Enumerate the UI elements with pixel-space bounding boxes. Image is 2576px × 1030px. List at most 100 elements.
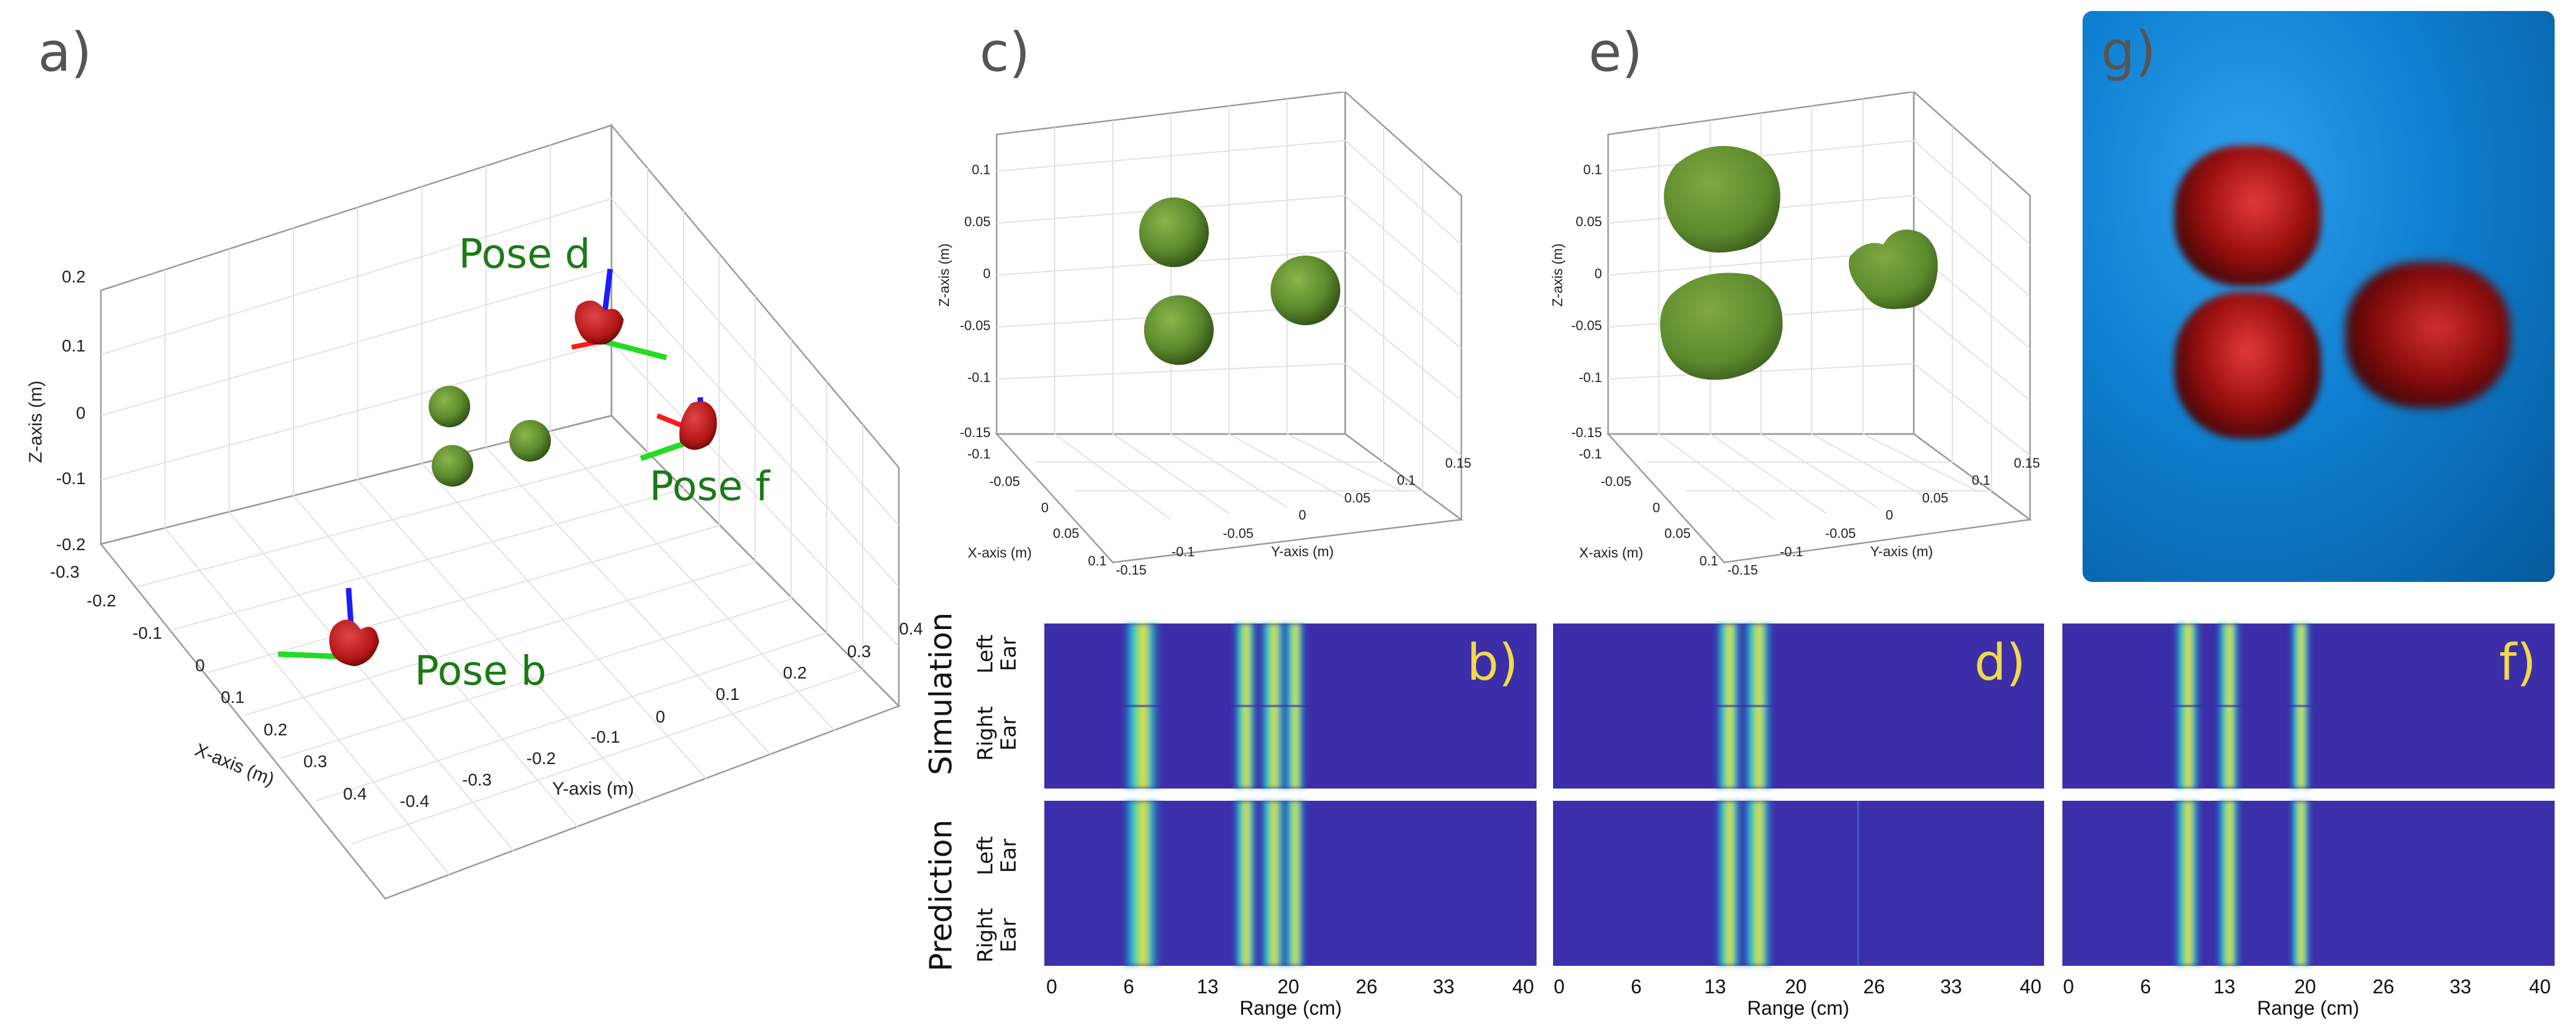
row-title-simulation: Simulation [923,612,959,775]
tick-label: 0 [76,403,86,422]
tick-label: -0.15 [960,425,991,440]
tick-label: 26 [2372,976,2394,998]
panel-c-z-ticks: 0.1 0.05 0 -0.05 -0.1 -0.15 [960,162,991,440]
panel-a-letter: a) [38,21,92,84]
tick-label: 0.4 [899,619,923,638]
spectrogram-b-prediction [1044,801,1537,966]
sphere-object [429,386,470,427]
panel-g-letter: g) [2101,20,2157,83]
ear-label: Ear [997,716,1021,751]
ear-label: Right [973,706,998,761]
tick-label: 20 [1277,976,1299,998]
tick-label: -0.1 [133,624,162,642]
panel-g-render: g) [2083,11,2555,582]
tick-label: -0.3 [462,770,492,789]
tick-label: 0.1 [972,162,991,177]
panel-a-grid [99,123,901,900]
spectrogram-b-simulation [1044,624,1537,789]
tick-label: 0.05 [1576,214,1602,229]
panel-e-x-ticks: -0.1 -0.05 0 0.05 0.1 [1579,446,1718,568]
tick-label: 0.05 [964,214,991,229]
tick-label: 0 [2063,976,2074,998]
ear-label: Right [973,908,998,963]
tick-label: 33 [1433,976,1455,998]
tick-label: 33 [1940,976,1962,998]
spectrogram-d-simulation [1553,624,2044,789]
ear-labels-simulation: Left Ear Right Ear [973,635,1021,761]
tick-label: -0.4 [400,792,429,811]
tick-label: 0 [1886,507,1893,523]
tick-label: 20 [2294,976,2316,998]
range-ticks-f: 0 6 13 20 26 33 40 [2063,976,2551,998]
panel-a-x-ticks: -0.3 -0.2 -0.1 0 0.1 0.2 0.3 0.4 [50,562,367,803]
tick-label: 0 [1041,500,1049,515]
panel-a-z-label: Z-axis (m) [26,381,46,463]
panel-a-plot: 0.2 0.1 0 -0.1 -0.2 Z-axis (m) -0.3 -0.2… [26,123,923,900]
tick-label: 0 [1595,266,1602,281]
tick-label: 33 [2449,976,2471,998]
tick-label: 0.1 [1699,553,1718,568]
tick-label: 0.4 [343,784,367,803]
tick-label: 40 [2020,976,2042,998]
spectrogram-d-prediction [1553,801,2044,966]
sphere-object [509,420,551,462]
tick-label: -0.15 [1571,425,1602,440]
tick-label: 6 [2140,976,2151,998]
tick-label: -0.05 [1571,318,1602,333]
tick-label: 0 [1299,507,1306,523]
tick-label: -0.1 [1172,544,1195,559]
tick-label: 6 [1631,976,1642,998]
tick-label: -0.1 [1579,370,1602,385]
tick-label: 0.3 [303,752,327,771]
panel-c-y-label: Y-axis (m) [1271,543,1334,559]
spectrogram-panels: Simulation Prediction Left Ear Right Ear… [923,612,2555,1019]
panel-e-z-label: Z-axis (m) [1549,243,1565,306]
range-label-d: Range (cm) [1747,997,1849,1019]
tick-label: 0.05 [1922,490,1949,506]
tick-label: -0.05 [1601,474,1631,489]
pose-b-label: Pose b [415,647,547,694]
panel-f-letter: f) [2499,634,2536,692]
tick-label: 0 [195,656,205,675]
tick-label: 13 [1704,976,1726,998]
ear-label: Left [973,836,998,875]
reconstructed-blob [1664,145,1781,253]
panel-c-plot: 0.1 0.05 0 -0.05 -0.1 -0.15 Z-axis (m) -… [936,92,1471,578]
tick-label: -0.1 [1579,446,1602,462]
tick-label: 20 [1785,976,1807,998]
pose-f-bat [640,397,717,462]
tick-label: -0.1 [1780,544,1803,559]
pose-d-bat [571,268,668,361]
sphere-object [1139,197,1209,267]
tick-label: -0.1 [967,370,991,385]
tick-label: 0.2 [783,663,807,682]
panel-e-grid [1606,92,2032,564]
tick-label: 0.1 [1088,553,1107,568]
panel-c-x-ticks: -0.1 -0.05 0 0.05 0.1 [967,446,1107,568]
panel-a-y-label: Y-axis (m) [552,779,634,799]
ear-label: Left [973,635,998,674]
panel-e-x-label: X-axis (m) [1579,545,1644,561]
tick-label: 26 [1356,976,1378,998]
spectrogram-f-simulation [2062,624,2555,789]
blurred-object [2174,292,2321,439]
tick-label: 0.1 [221,688,245,707]
sphere-object [432,445,473,487]
sphere-object [1144,295,1214,365]
tick-label: -0.05 [960,318,991,333]
pose-b-bat [278,587,379,666]
tick-label: 0 [655,707,665,726]
range-label-b: Range (cm) [1239,997,1342,1019]
panel-c-grid [995,92,1464,564]
ear-label: Ear [997,918,1021,952]
blurred-object [2174,145,2321,286]
row-title-prediction: Prediction [923,820,959,971]
panel-e-letter: e) [1589,21,1643,84]
panel-c-letter: c) [980,21,1030,84]
panel-c-y-ticks: -0.15 -0.1 -0.05 0 0.05 0.1 0.15 [1116,455,1471,578]
tick-label: -0.2 [87,591,116,610]
panel-a-z-ticks: 0.2 0.1 0 -0.1 -0.2 [56,267,86,554]
tick-label: 0.15 [2014,455,2040,471]
blurred-object [2345,262,2511,408]
